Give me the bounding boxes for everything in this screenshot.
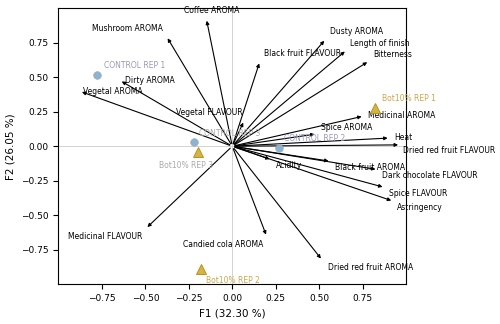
Text: Black fruit FLAVOUR: Black fruit FLAVOUR [264,49,340,58]
Text: Spice AROMA: Spice AROMA [321,123,372,133]
Text: Dark chocolate FLAVOUR: Dark chocolate FLAVOUR [382,171,478,180]
Text: Medicinal AROMA: Medicinal AROMA [368,111,435,121]
Text: Vegetal FLAVOUR: Vegetal FLAVOUR [176,108,242,117]
X-axis label: F1 (32.30 %): F1 (32.30 %) [199,308,266,318]
Text: Coffee AROMA: Coffee AROMA [184,6,239,15]
Text: Vegetal AROMA: Vegetal AROMA [83,87,142,96]
Text: Bot10% REP 2: Bot10% REP 2 [206,276,260,285]
Text: Dirty AROMA: Dirty AROMA [124,75,174,85]
Text: Dried red fruit FLAVOUR: Dried red fruit FLAVOUR [402,146,495,155]
Text: Mushroom AROMA: Mushroom AROMA [92,24,162,33]
Text: CONTROL REP 1: CONTROL REP 1 [104,61,165,70]
Text: Candied cola AROMA: Candied cola AROMA [183,240,264,249]
Text: Spice FLAVOUR: Spice FLAVOUR [388,189,447,198]
Y-axis label: F2 (26.05 %): F2 (26.05 %) [6,113,16,179]
Text: Dried red fruit AROMA: Dried red fruit AROMA [328,263,413,272]
Text: Bitterness: Bitterness [373,50,412,59]
Text: Dusty AROMA: Dusty AROMA [330,27,382,36]
Text: Astringency: Astringency [398,203,443,212]
Text: Bot10% REP 3: Bot10% REP 3 [160,161,214,170]
Text: CONTROL REP 3: CONTROL REP 3 [199,129,260,138]
Text: Heat: Heat [394,133,412,143]
Text: Black fruit AROMA: Black fruit AROMA [335,163,405,172]
Text: CONTROL REP 2: CONTROL REP 2 [284,134,346,144]
Text: Acidity: Acidity [276,161,302,170]
Text: Length of finish: Length of finish [350,39,410,48]
Text: Medicinal FLAVOUR: Medicinal FLAVOUR [68,232,142,241]
Text: Bot10% REP 1: Bot10% REP 1 [382,95,436,103]
